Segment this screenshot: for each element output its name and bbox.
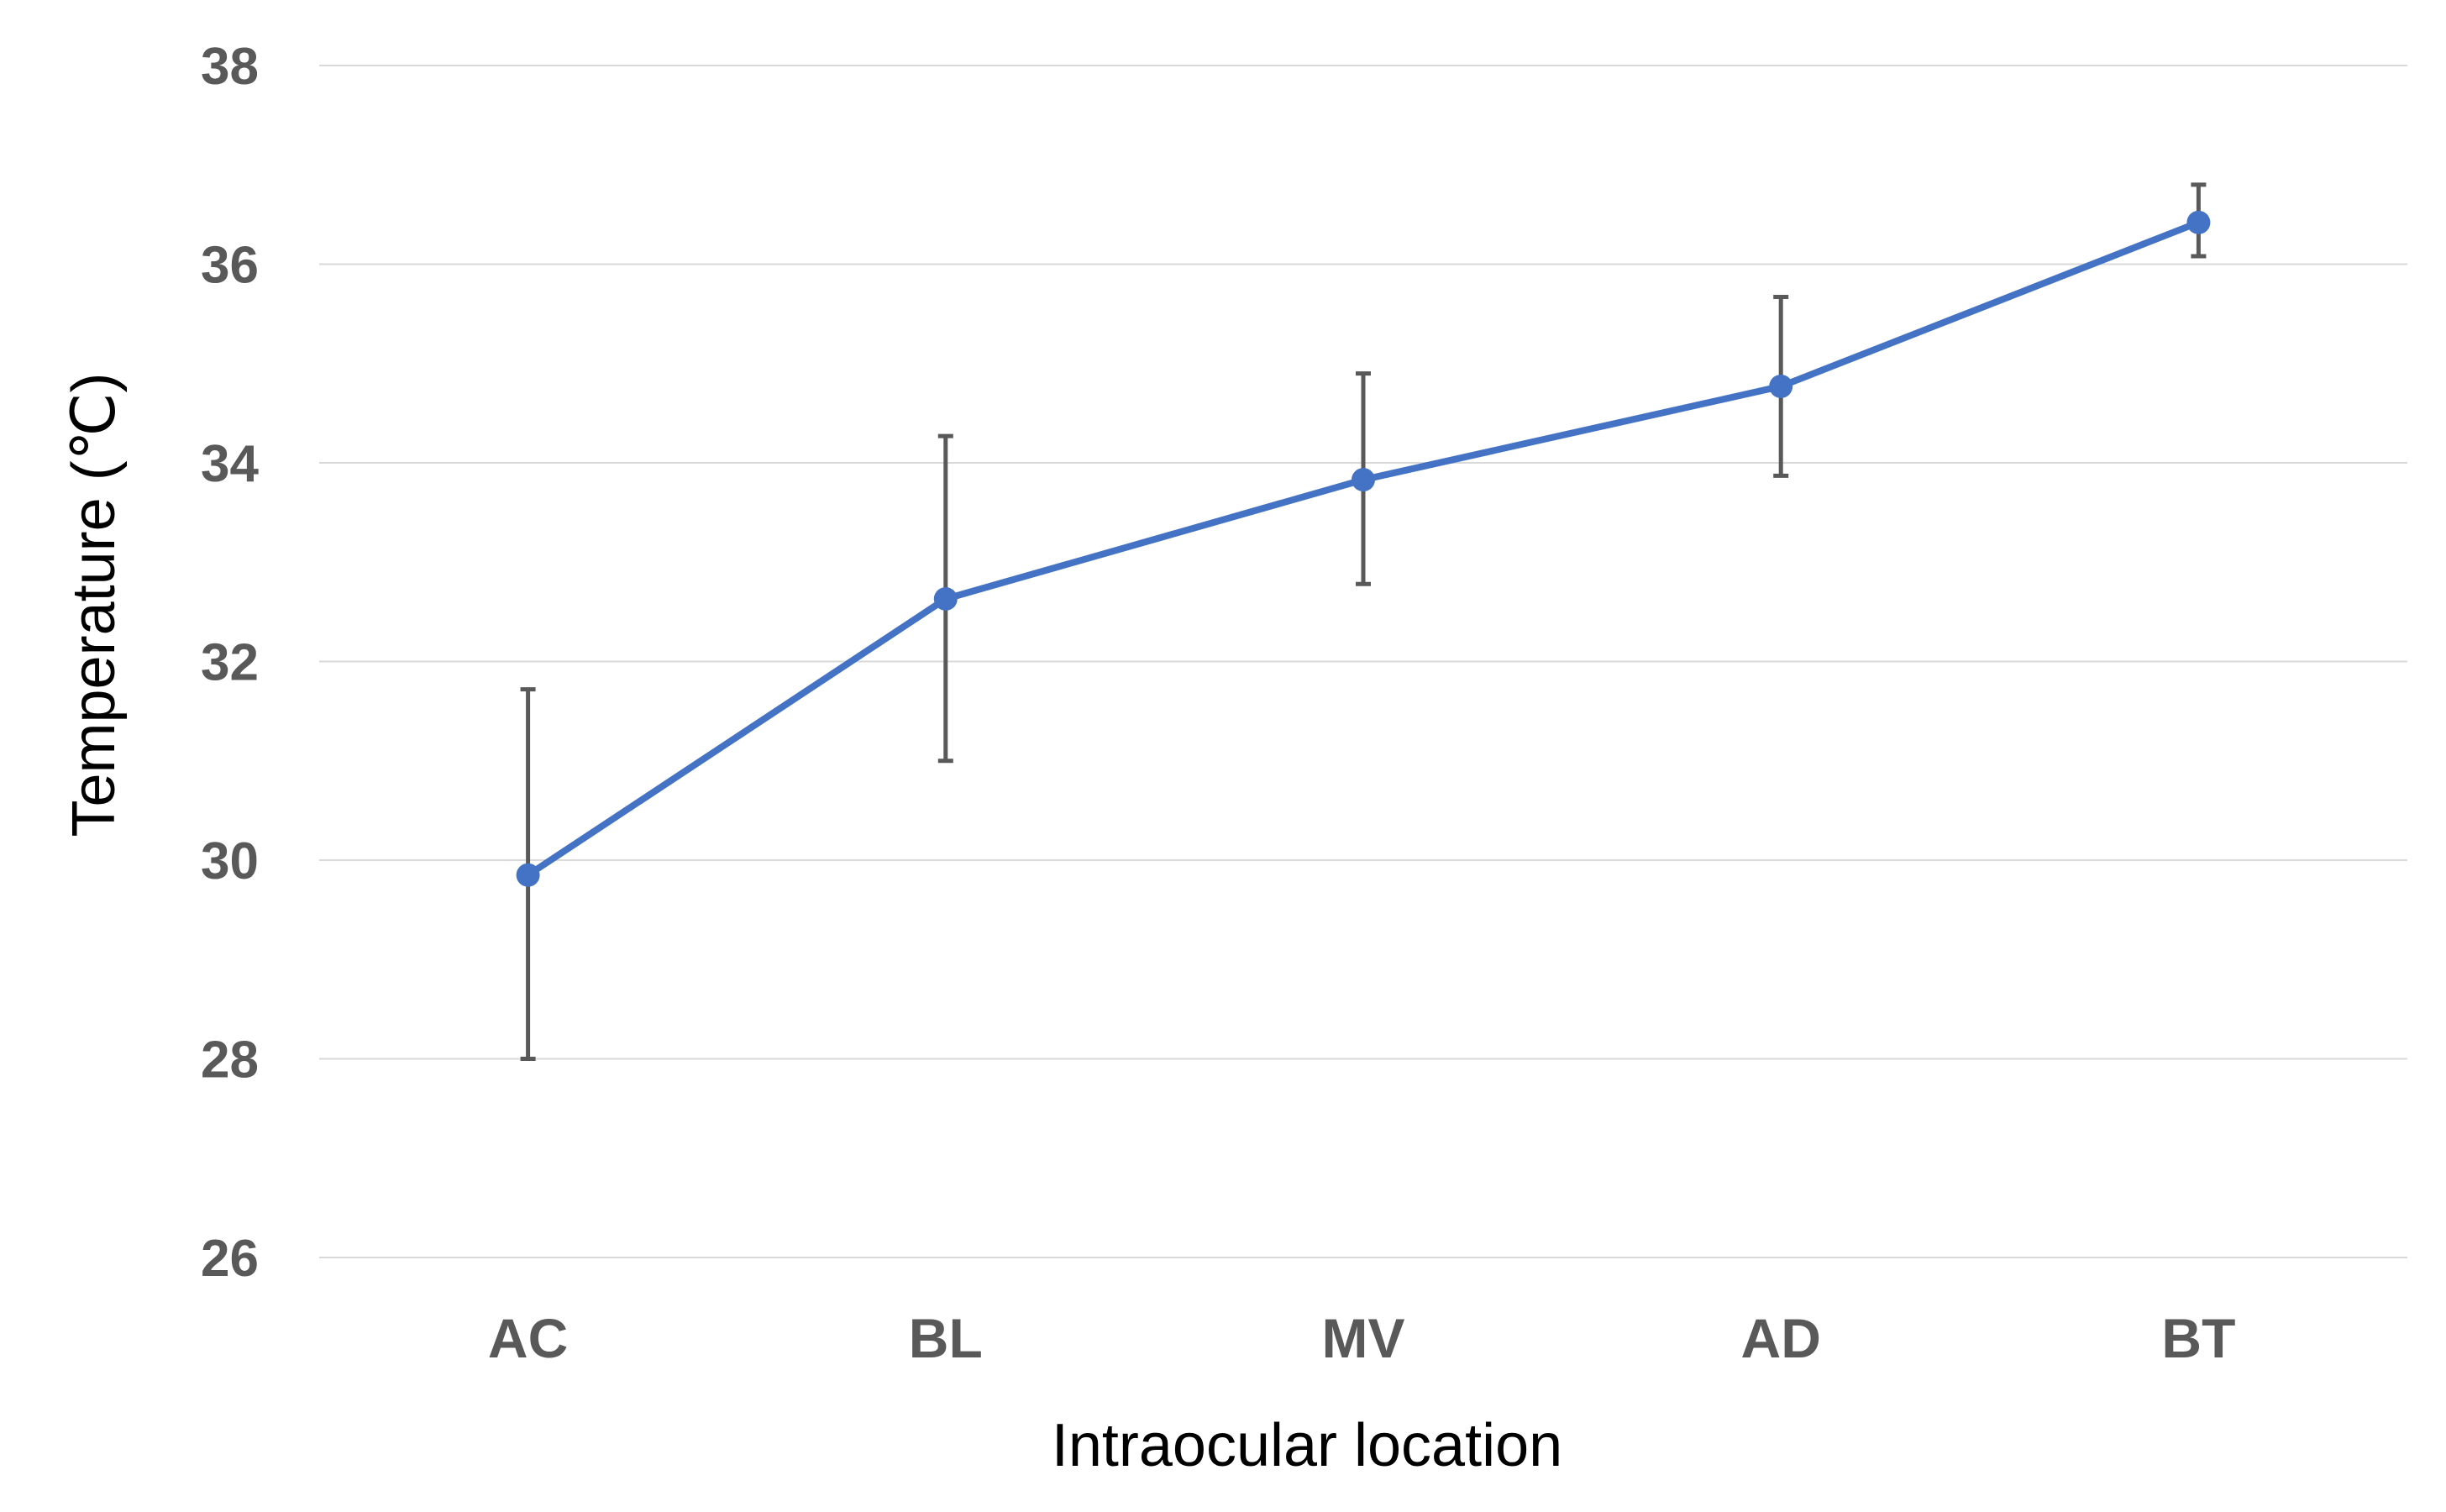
y-tick-label: 28 (201, 1032, 259, 1089)
x-axis-ticks: AC BL MV AD BT (488, 1307, 2235, 1369)
y-tick-label: 26 (201, 1230, 259, 1288)
data-point-MV (1352, 468, 1375, 492)
data-point-BL (933, 587, 958, 612)
y-tick-label: 32 (201, 634, 259, 692)
x-tick-label: BT (2161, 1307, 2235, 1369)
x-tick-label: AC (488, 1307, 568, 1369)
data-point-BT (2186, 210, 2211, 234)
data-point-AC (516, 863, 540, 887)
x-tick-label: MV (1322, 1307, 1405, 1369)
y-tick-label: 36 (201, 237, 259, 295)
data-point-AD (1769, 374, 1793, 398)
y-tick-label: 34 (201, 435, 259, 493)
y-axis-title: Temperature (℃) (60, 372, 128, 837)
y-axis-ticks: 26 28 30 32 34 36 38 (201, 38, 259, 1288)
y-tick-label: 30 (201, 832, 259, 890)
data-points (516, 210, 2211, 887)
x-tick-label: AD (1741, 1307, 1821, 1369)
gridlines (319, 65, 2407, 1258)
y-tick-label: 38 (201, 38, 259, 96)
x-axis-title: Intraocular location (1052, 1412, 1562, 1479)
x-tick-label: BL (909, 1307, 983, 1369)
